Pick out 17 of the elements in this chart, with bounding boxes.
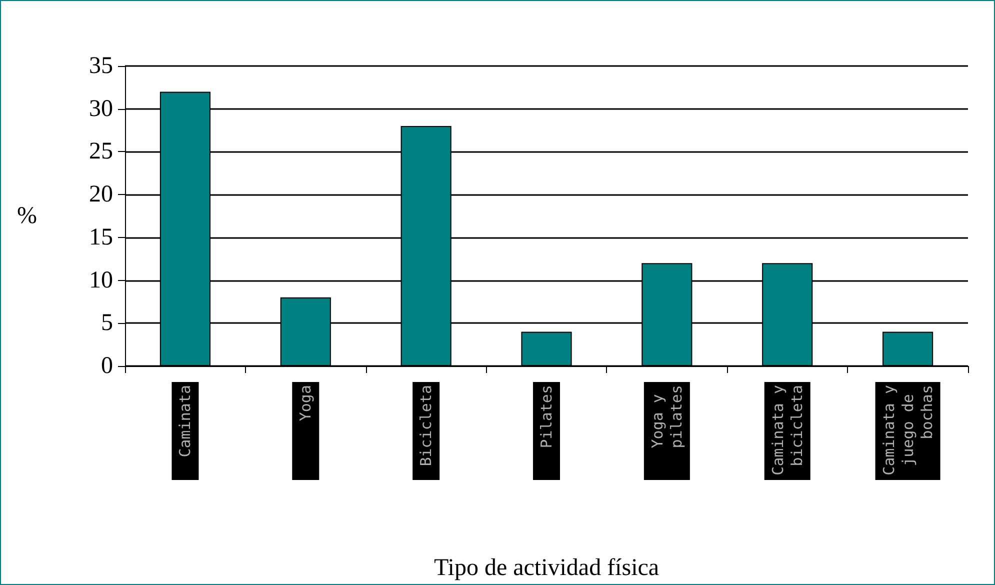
x-axis-title: Tipo de actividad física [434, 555, 660, 581]
y-tick-label: 10 [89, 267, 113, 294]
y-tick-label: 15 [89, 224, 113, 250]
y-tick-label: 25 [89, 138, 113, 165]
y-tick-label: 0 [101, 353, 113, 379]
x-tick-label: Yoga y pilates [648, 385, 686, 448]
y-axis-title: % [17, 203, 37, 229]
y-tick-label: 35 [89, 53, 113, 79]
x-tick-label: Caminata y juego de bochas [880, 385, 936, 476]
x-tick-label: Pilates [538, 385, 556, 448]
y-tick-label: 20 [89, 182, 113, 208]
y-tick-label: 30 [89, 96, 113, 122]
y-tick-label: 5 [101, 310, 113, 336]
x-tick-label: Bicicleta [417, 385, 436, 466]
x-tick-label: Yoga [296, 385, 315, 422]
x-tick-label: Caminata [176, 385, 194, 458]
x-tick-label: Caminata y bicicleta [768, 385, 806, 476]
